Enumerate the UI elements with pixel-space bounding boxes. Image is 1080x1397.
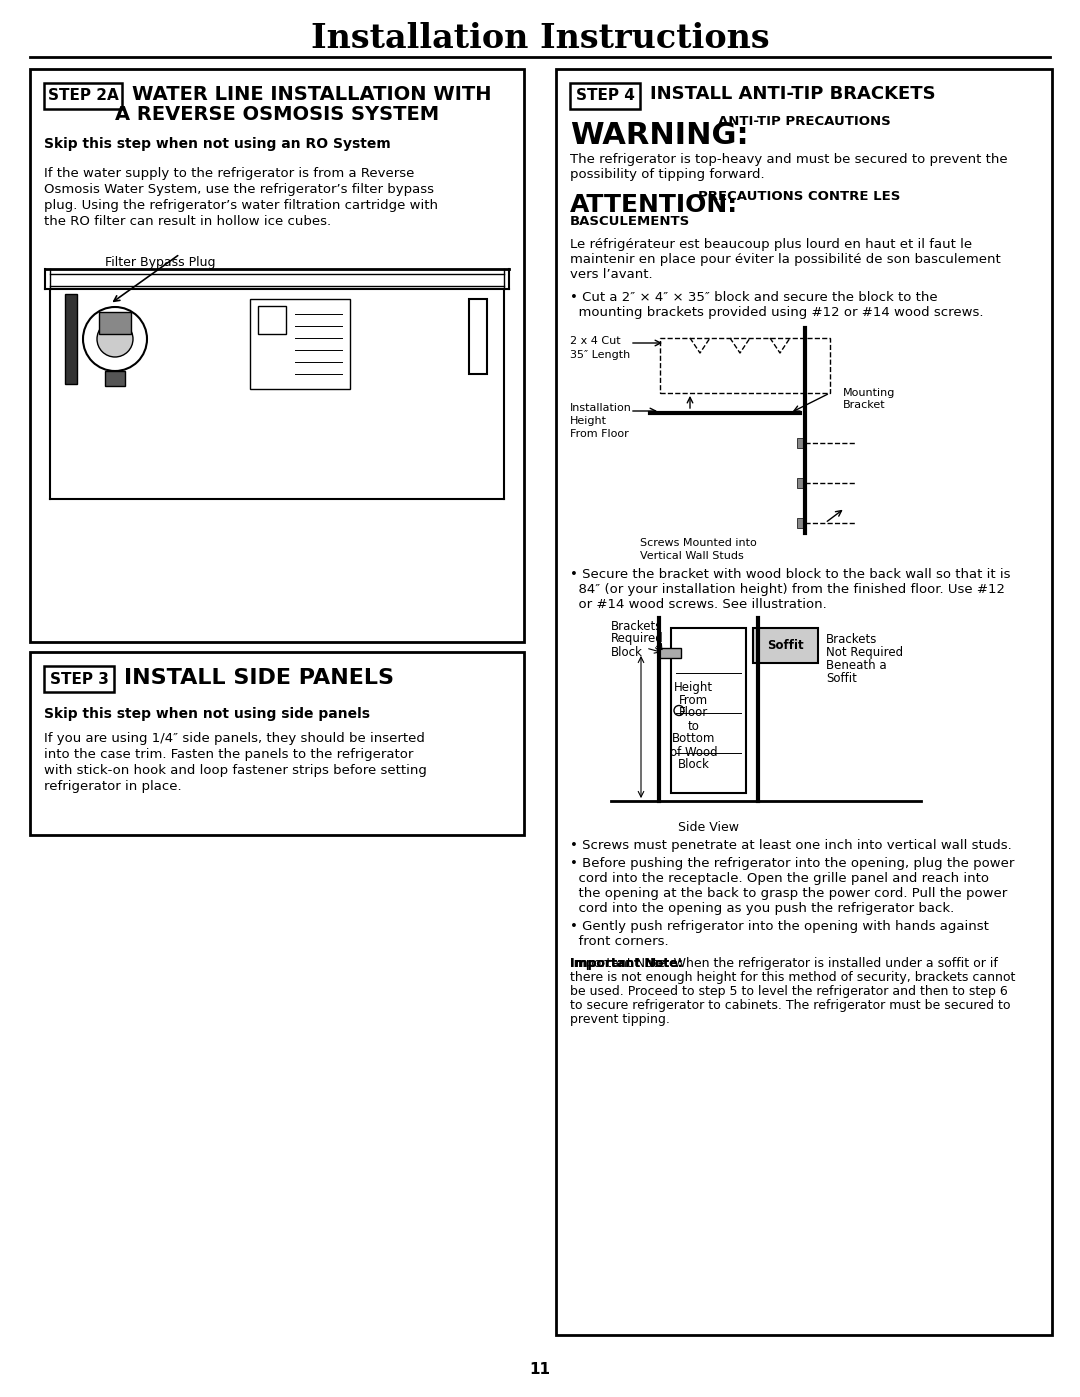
Bar — [44, 666, 114, 692]
Text: Block: Block — [611, 645, 643, 659]
Text: From: From — [679, 693, 708, 707]
Text: cord into the opening as you push the refrigerator back.: cord into the opening as you push the re… — [570, 902, 955, 915]
Text: Floor: Floor — [679, 707, 708, 719]
Bar — [99, 312, 131, 334]
Text: 35″ Length: 35″ Length — [570, 351, 631, 360]
Text: mounting brackets provided using #12 or #14 wood screws.: mounting brackets provided using #12 or … — [570, 306, 984, 319]
Text: Skip this step when not using an RO System: Skip this step when not using an RO Syst… — [44, 137, 391, 151]
Text: Filter Bypass Plug: Filter Bypass Plug — [105, 256, 215, 270]
Bar — [556, 68, 1052, 1336]
Text: INSTALL SIDE PANELS: INSTALL SIDE PANELS — [124, 668, 394, 687]
Bar — [660, 338, 831, 393]
Text: The refrigerator is top-heavy and must be secured to prevent the: The refrigerator is top-heavy and must b… — [570, 154, 1008, 166]
Text: Skip this step when not using side panels: Skip this step when not using side panel… — [44, 707, 370, 721]
Text: Brackets: Brackets — [611, 620, 662, 633]
Text: ATTENTION:: ATTENTION: — [570, 193, 738, 217]
Circle shape — [97, 321, 133, 358]
Text: Installation Instructions: Installation Instructions — [311, 22, 769, 54]
Bar — [797, 518, 805, 528]
Text: Important Note: When the refrigerator is installed under a soffit or if: Important Note: When the refrigerator is… — [570, 957, 998, 970]
Text: to secure refrigerator to cabinets. The refrigerator must be secured to: to secure refrigerator to cabinets. The … — [570, 999, 1011, 1011]
Text: 84″ (or your installation height) from the finished floor. Use #12: 84″ (or your installation height) from t… — [570, 583, 1005, 597]
Bar — [30, 652, 524, 835]
Text: Osmosis Water System, use the refrigerator’s filter bypass: Osmosis Water System, use the refrigerat… — [44, 183, 434, 196]
Text: Vertical Wall Studs: Vertical Wall Studs — [640, 550, 744, 562]
Text: or #14 wood screws. See illustration.: or #14 wood screws. See illustration. — [570, 598, 827, 610]
Text: Screws Mounted into: Screws Mounted into — [640, 538, 757, 548]
Text: Brackets: Brackets — [826, 633, 877, 645]
Text: BASCULEMENTS: BASCULEMENTS — [570, 215, 690, 228]
Bar — [671, 629, 746, 793]
Text: • Screws must penetrate at least one inch into vertical wall studs.: • Screws must penetrate at least one inc… — [570, 840, 1012, 852]
Text: 2 x 4 Cut: 2 x 4 Cut — [570, 337, 621, 346]
Text: front corners.: front corners. — [570, 935, 669, 949]
Text: STEP 3: STEP 3 — [50, 672, 108, 686]
Bar — [570, 82, 640, 109]
Text: into the case trim. Fasten the panels to the refrigerator: into the case trim. Fasten the panels to… — [44, 747, 414, 761]
Text: • Cut a 2″ × 4″ × 35″ block and secure the block to the: • Cut a 2″ × 4″ × 35″ block and secure t… — [570, 291, 937, 305]
Text: Soffit: Soffit — [767, 638, 804, 652]
Text: there is not enough height for this method of security, brackets cannot: there is not enough height for this meth… — [570, 971, 1015, 983]
Bar — [30, 68, 524, 643]
Bar — [659, 648, 681, 658]
Text: refrigerator in place.: refrigerator in place. — [44, 780, 181, 793]
Bar — [797, 439, 805, 448]
Bar — [44, 82, 122, 109]
Text: of Wood: of Wood — [670, 746, 717, 759]
Text: the RO filter can result in hollow ice cubes.: the RO filter can result in hollow ice c… — [44, 215, 332, 228]
Text: the opening at the back to grasp the power cord. Pull the power: the opening at the back to grasp the pow… — [570, 887, 1008, 900]
Text: • Secure the bracket with wood block to the back wall so that it is: • Secure the bracket with wood block to … — [570, 569, 1011, 581]
Text: INSTALL ANTI-TIP BRACKETS: INSTALL ANTI-TIP BRACKETS — [650, 85, 935, 103]
Text: PRECAUTIONS CONTRE LES: PRECAUTIONS CONTRE LES — [698, 190, 901, 203]
Text: • Gently push refrigerator into the opening with hands against: • Gently push refrigerator into the open… — [570, 921, 989, 933]
Text: Mounting: Mounting — [843, 388, 895, 398]
Text: plug. Using the refrigerator’s water filtration cartridge with: plug. Using the refrigerator’s water fil… — [44, 198, 438, 212]
Text: Soffit: Soffit — [826, 672, 856, 685]
Text: Block: Block — [677, 759, 710, 771]
Text: STEP 2A: STEP 2A — [48, 88, 119, 103]
Text: Beneath a: Beneath a — [826, 659, 887, 672]
Text: 11: 11 — [529, 1362, 551, 1377]
Text: prevent tipping.: prevent tipping. — [570, 1013, 670, 1025]
Text: • Before pushing the refrigerator into the opening, plug the power: • Before pushing the refrigerator into t… — [570, 856, 1014, 870]
Text: WATER LINE INSTALLATION WITH: WATER LINE INSTALLATION WITH — [132, 85, 491, 103]
Bar — [258, 306, 286, 334]
Text: STEP 4: STEP 4 — [576, 88, 634, 103]
Text: vers l’avant.: vers l’avant. — [570, 268, 652, 281]
Bar — [65, 293, 77, 384]
Bar — [105, 372, 125, 386]
Text: be used. Proceed to step 5 to level the refrigerator and then to step 6: be used. Proceed to step 5 to level the … — [570, 985, 1008, 997]
Text: Height: Height — [570, 416, 607, 426]
Text: Not Required: Not Required — [826, 645, 903, 659]
Text: If the water supply to the refrigerator is from a Reverse: If the water supply to the refrigerator … — [44, 168, 415, 180]
Text: maintenir en place pour éviter la possibilité de son basculement: maintenir en place pour éviter la possib… — [570, 253, 1001, 265]
Text: If you are using 1/4″ side panels, they should be inserted: If you are using 1/4″ side panels, they … — [44, 732, 424, 745]
Text: Side View: Side View — [678, 821, 739, 834]
Text: Required: Required — [611, 631, 664, 645]
Text: Height: Height — [674, 680, 713, 693]
Text: ANTI-TIP PRECAUTIONS: ANTI-TIP PRECAUTIONS — [718, 115, 891, 129]
Bar — [469, 299, 487, 374]
Text: Important Note:: Important Note: — [570, 957, 683, 970]
Text: Bracket: Bracket — [843, 400, 886, 409]
Text: possibility of tipping forward.: possibility of tipping forward. — [570, 168, 765, 182]
Text: Le réfrigérateur est beaucoup plus lourd en haut et il faut le: Le réfrigérateur est beaucoup plus lourd… — [570, 237, 972, 251]
Text: WARNING:: WARNING: — [570, 122, 748, 149]
Text: Important Note:: Important Note: — [570, 957, 683, 970]
Text: with stick-on hook and loop fastener strips before setting: with stick-on hook and loop fastener str… — [44, 764, 427, 777]
Bar — [753, 629, 818, 664]
Bar — [249, 299, 350, 388]
Text: Bottom: Bottom — [672, 732, 715, 746]
Bar — [797, 478, 805, 488]
Text: to: to — [688, 719, 700, 732]
Text: From Floor: From Floor — [570, 429, 629, 439]
Text: cord into the receptacle. Open the grille panel and reach into: cord into the receptacle. Open the grill… — [570, 872, 989, 886]
Text: Installation: Installation — [570, 402, 632, 414]
Text: A REVERSE OSMOSIS SYSTEM: A REVERSE OSMOSIS SYSTEM — [114, 105, 440, 124]
